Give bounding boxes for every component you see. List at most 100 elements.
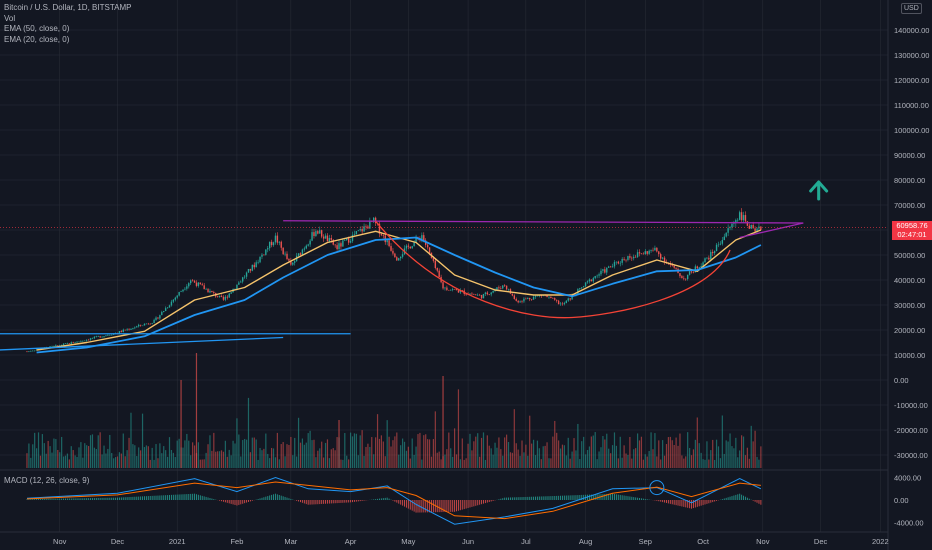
macd-histogram-bar xyxy=(656,500,658,501)
macd-histogram-bar xyxy=(754,500,756,502)
candle-body xyxy=(141,325,144,327)
volume-bar xyxy=(82,457,84,468)
candle-body xyxy=(642,253,645,255)
candle-body xyxy=(84,340,86,342)
volume-bar xyxy=(690,455,693,468)
macd-histogram-bar xyxy=(673,500,675,505)
volume-bar xyxy=(319,448,321,468)
volume-bar xyxy=(357,455,359,468)
volume-bar xyxy=(610,453,612,468)
candle-body xyxy=(176,295,178,298)
volume-bar xyxy=(467,443,469,468)
macd-histogram-bar xyxy=(758,500,760,504)
candle-body xyxy=(33,350,36,352)
volume-bar xyxy=(348,459,350,468)
volume-legend[interactable]: Vol xyxy=(4,13,16,23)
candle-body xyxy=(292,262,294,265)
volume-bar xyxy=(323,457,325,468)
volume-bar xyxy=(116,456,119,468)
macd-histogram-bar xyxy=(246,500,248,503)
candle-body xyxy=(686,274,689,279)
candle-body xyxy=(654,247,656,251)
macd-histogram-bar xyxy=(151,495,153,500)
candle-body xyxy=(53,345,55,347)
volume-bar xyxy=(130,412,132,468)
candle-body xyxy=(473,294,475,295)
volume-bar xyxy=(687,432,689,468)
volume-bar xyxy=(565,455,567,468)
candle-body xyxy=(459,290,462,293)
candle-body xyxy=(91,338,94,339)
currency-badge[interactable]: USD xyxy=(901,3,922,14)
macd-histogram-bar xyxy=(153,495,155,500)
volume-bar xyxy=(222,451,225,468)
macd-histogram-bar xyxy=(746,497,748,500)
macd-histogram-bar xyxy=(405,500,407,508)
macd-histogram-bar xyxy=(452,500,454,512)
macd-histogram-bar xyxy=(741,494,743,500)
volume-bar xyxy=(708,459,710,468)
volume-bar xyxy=(519,455,521,468)
ema20-legend[interactable]: EMA (20, close, 0) xyxy=(4,34,70,44)
volume-bar xyxy=(232,440,234,468)
candle-body xyxy=(82,340,84,342)
volume-bar xyxy=(180,380,182,468)
volume-bar xyxy=(269,458,271,468)
macd-histogram-bar xyxy=(136,496,138,500)
macd-histogram-bar xyxy=(490,500,492,502)
volume-bar xyxy=(39,455,42,468)
volume-bar xyxy=(111,452,113,468)
candle-body xyxy=(207,289,209,293)
macd-histogram-bar xyxy=(309,500,311,505)
volume-bar xyxy=(600,447,602,468)
symbol-title[interactable]: Bitcoin / U.S. Dollar, 1D, BITSTAMP xyxy=(4,3,132,12)
candle-body xyxy=(349,241,352,243)
volume-bar xyxy=(155,444,157,468)
macd-histogram-bar xyxy=(456,500,458,512)
volume-bar xyxy=(715,439,718,468)
up-arrow-icon xyxy=(809,180,829,201)
volume-bar xyxy=(615,445,617,468)
volume-bar xyxy=(484,459,487,468)
volume-bar xyxy=(109,434,111,468)
macd-histogram-bar xyxy=(575,495,577,500)
candle-body xyxy=(582,286,585,288)
volume-bar xyxy=(594,432,596,468)
volume-bar xyxy=(251,437,253,468)
macd-histogram-bar xyxy=(465,500,467,509)
macd-histogram-bar xyxy=(667,500,669,504)
candle-body xyxy=(409,246,411,249)
macd-histogram-bar xyxy=(86,498,88,500)
volume-bar xyxy=(317,450,319,468)
candle-body xyxy=(249,268,252,271)
volume-bar xyxy=(342,459,344,468)
candle-body xyxy=(209,290,211,293)
candle-body xyxy=(742,215,745,221)
volume-bar xyxy=(296,456,298,468)
volume-bar xyxy=(658,440,660,468)
candle-body xyxy=(147,323,150,325)
volume-bar xyxy=(459,459,461,468)
price-tick-label: 110000.00 xyxy=(894,101,929,110)
candle-body xyxy=(492,291,494,293)
volume-bar xyxy=(328,458,330,468)
candle-body xyxy=(205,289,207,290)
candle-body xyxy=(579,288,581,290)
candle-body xyxy=(243,276,246,278)
candle-body xyxy=(515,298,517,301)
macd-histogram-bar xyxy=(664,500,666,503)
volume-bar xyxy=(195,353,198,468)
time-tick-label: Jul xyxy=(521,537,531,546)
volume-bar xyxy=(556,432,558,468)
macd-legend[interactable]: MACD (12, 26, close, 9) xyxy=(4,476,90,485)
macd-histogram-bar xyxy=(669,500,671,504)
volume-bar xyxy=(409,458,411,468)
macd-histogram-bar xyxy=(234,500,236,505)
candle-body xyxy=(151,323,153,324)
macd-histogram-bar xyxy=(232,500,234,505)
macd-histogram-bar xyxy=(325,500,327,504)
volume-bar xyxy=(677,445,679,468)
candle-body xyxy=(656,247,658,252)
ema50-legend[interactable]: EMA (50, close, 0) xyxy=(4,24,70,33)
